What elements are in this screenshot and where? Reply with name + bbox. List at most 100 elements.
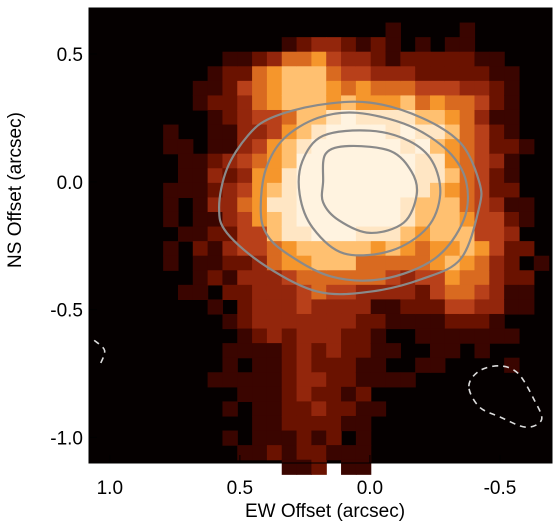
heatmap-pixel [355,226,372,242]
heatmap-pixel [252,401,268,417]
heatmap-pixel [489,153,505,169]
heatmap-pixel [222,197,238,213]
heatmap-pixel [415,182,431,199]
heatmap-pixel [355,386,372,402]
heatmap-pixel [444,313,461,330]
heatmap-pixel [266,255,283,271]
heatmap-pixel [341,415,357,432]
heatmap-pixel [281,459,298,475]
heatmap-pixel [355,37,372,53]
heatmap-pixel [177,182,194,199]
heatmap-pixel [504,95,520,111]
heatmap-pixel [266,415,283,432]
heatmap-pixel [341,211,357,228]
heatmap-pixel [252,139,268,155]
heatmap-pixel [518,211,535,228]
heatmap-pixel [326,255,342,271]
heatmap-pixel [430,357,446,373]
heatmap-pixel [400,284,416,301]
heatmap-pixel [252,51,268,67]
heatmap-pixel [222,95,238,111]
heatmap-pixel [370,80,387,97]
heatmap-pixel [266,241,283,257]
heatmap-pixel [177,226,194,242]
heatmap-pixel [459,37,476,53]
heatmap-pixel [370,197,387,213]
heatmap-pixel [355,459,372,475]
heatmap-pixel [430,80,446,97]
heatmap-pixel [326,401,342,417]
heatmap-pixel [385,37,401,53]
heatmap-pixel [400,197,416,213]
heatmap-pixel [415,80,431,97]
heatmap-pixel [341,386,357,402]
heatmap-pixel [207,226,224,242]
heatmap-pixel [385,197,401,213]
heatmap-pixel [444,168,461,184]
heatmap-pixel [222,66,238,82]
heatmap-pixel [237,80,253,97]
heatmap-pixel [311,51,327,67]
heatmap-pixel [163,182,179,199]
heatmap-pixel [296,37,312,53]
heatmap-pixel [370,357,387,373]
heatmap-pixel [415,95,431,111]
heatmap-pixel [296,299,312,315]
heatmap-pixel [489,109,505,126]
heatmap-pixel [385,299,401,315]
heatmap-pixel [489,284,505,301]
heatmap-pixel [311,415,327,432]
heatmap-pixel [192,182,209,199]
heatmap-pixel [326,372,342,388]
heatmap-pixel [326,51,342,67]
heatmap-pixel [341,124,357,140]
heatmap-pixel [281,284,298,301]
heatmap-pixel [474,226,490,242]
heatmap-pixel [237,270,253,286]
heatmap-pixel [326,357,342,373]
y-tick-label: -0.5 [50,301,83,322]
heatmap-pixel [518,241,535,257]
heatmap-pixel [385,255,401,271]
heatmap-pixel [370,284,387,301]
heatmap-pixel [281,182,298,199]
heatmap-pixel [489,299,505,315]
heatmap-pixel [355,197,372,213]
heatmap-pixel [237,284,253,301]
heatmap-pixel [474,328,490,344]
heatmap-pixel [459,299,476,315]
heatmap-pixel [341,401,357,417]
heatmap-pixel [192,284,209,301]
heatmap-pixel [489,241,505,257]
heatmap-pixel [207,241,224,257]
heatmap-pixel [252,343,268,359]
heatmap-pixel [444,95,461,111]
heatmap-pixel [296,66,312,82]
heatmap-pixel [281,313,298,330]
heatmap-pixel [222,401,238,417]
heatmap-pixel [370,226,387,242]
heatmap-pixel [326,386,342,402]
heatmap-pixel [281,197,298,213]
heatmap-pixel [296,445,312,461]
heatmap-pixel [385,211,401,228]
heatmap-pixel [355,401,372,417]
heatmap-pixel [296,51,312,67]
heatmap-pixel [355,80,372,97]
heatmap-pixel [222,109,238,126]
heatmap-pixel [504,270,520,286]
heatmap-pixel [504,153,520,169]
heatmap-pixel [252,241,268,257]
heatmap-pixel [355,270,372,286]
heatmap-pixel [341,313,357,330]
heatmap-pixel [177,153,194,169]
heatmap-pixel [237,168,253,184]
y-tick-label: -1.0 [50,428,83,449]
heatmap-pixel [341,372,357,388]
heatmap-pixel [326,182,342,199]
heatmap-pixel [311,357,327,373]
heatmap-pixel [237,211,253,228]
heatmap-pixel [281,109,298,126]
heatmap-pixel [355,372,372,388]
heatmap-pixel [266,445,283,461]
